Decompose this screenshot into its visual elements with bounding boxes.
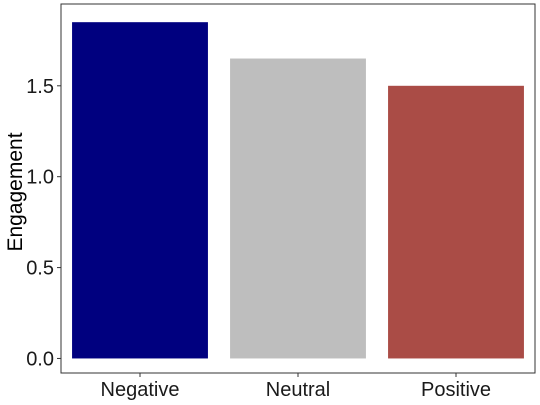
y-tick-label: 0.5 [26,258,54,280]
y-axis-title: Engagement [4,132,27,251]
bars-group [72,22,524,359]
y-axis: 0.0 0.5 1.0 1.5 [26,76,61,370]
x-axis: Negative Neutral Positive [101,373,491,401]
x-tick-label: Positive [421,379,491,401]
y-tick-label: 1.0 [26,167,54,189]
bar-positive [388,85,524,359]
x-tick-label: Neutral [266,379,330,401]
y-tick-label: 0.0 [26,348,54,370]
x-tick-label: Negative [101,379,180,401]
bar-neutral [230,58,366,359]
y-tick-label: 1.5 [26,76,54,98]
bar-negative [72,22,208,359]
